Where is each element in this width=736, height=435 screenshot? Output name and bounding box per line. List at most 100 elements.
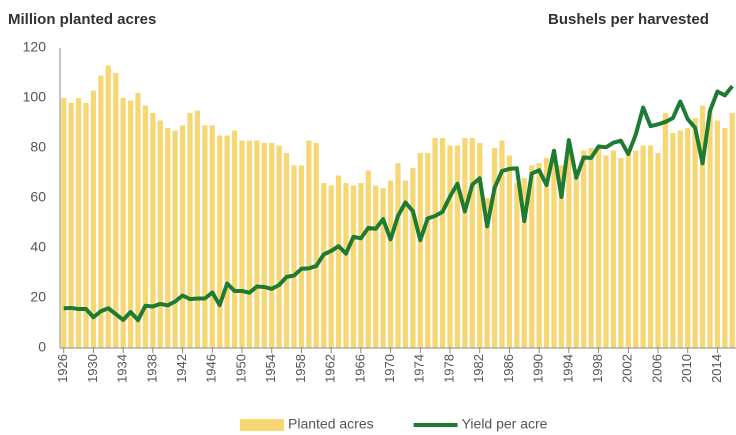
x-tick-label: 2006 [649, 354, 664, 383]
y-tick-label: 0 [38, 339, 46, 355]
x-tick-label: 1986 [501, 354, 516, 383]
bar [157, 120, 163, 348]
bar [298, 165, 305, 348]
bar [402, 180, 409, 348]
bar [699, 105, 706, 348]
bar [722, 128, 728, 348]
chart-title: Million planted acres [8, 11, 156, 28]
bar [246, 140, 253, 348]
bar [283, 153, 290, 348]
bar [454, 145, 461, 348]
bar [692, 118, 698, 348]
bar [506, 155, 513, 348]
bar [425, 153, 431, 348]
y-tick-label: 120 [23, 39, 47, 55]
bar [202, 125, 208, 348]
bar [477, 143, 483, 348]
bar [670, 133, 676, 348]
bar [269, 143, 275, 348]
bar [469, 138, 475, 348]
bar [321, 183, 327, 348]
bar [410, 168, 416, 348]
y-tick-label: 20 [30, 289, 46, 305]
x-tick-label: 1962 [323, 354, 338, 383]
bar [90, 90, 97, 348]
bar [543, 158, 550, 348]
bar [187, 113, 193, 348]
bar [306, 140, 312, 348]
bar [142, 105, 149, 348]
bar [127, 100, 134, 348]
bar [172, 130, 178, 348]
x-tick-label: 1942 [174, 354, 189, 383]
bar [217, 135, 223, 348]
bar [224, 135, 230, 348]
bar [685, 128, 691, 348]
bar [417, 153, 423, 348]
x-tick-label: 1954 [263, 354, 278, 383]
bar [729, 113, 735, 348]
bar [120, 98, 126, 348]
bar [625, 150, 631, 348]
bar [647, 145, 654, 348]
bar [276, 145, 282, 348]
bar [491, 148, 498, 348]
bar [595, 148, 602, 348]
bar [313, 143, 319, 348]
bar [581, 150, 587, 348]
x-tick-label: 1938 [144, 354, 159, 383]
x-tick-label: 2014 [709, 354, 724, 383]
x-tick-label: 1998 [590, 354, 605, 383]
bar [432, 138, 438, 348]
bar [447, 145, 453, 348]
bar [439, 138, 446, 348]
bar [373, 185, 379, 348]
bar [105, 65, 111, 348]
bar [395, 163, 401, 348]
bar [521, 178, 527, 348]
bar [68, 103, 74, 348]
bar [209, 125, 215, 348]
x-tick-label: 1982 [471, 354, 486, 383]
bar [179, 125, 186, 348]
bar [536, 163, 542, 348]
x-tick-label: 1934 [115, 354, 130, 383]
bar [113, 73, 119, 348]
bar [75, 98, 82, 348]
bar [239, 140, 245, 348]
bar [387, 180, 394, 348]
y2-title: Bushels per harvested [548, 11, 709, 28]
bar [588, 148, 594, 348]
y-tick-label: 100 [23, 89, 47, 105]
legend-label: Yield per acre [462, 416, 548, 432]
bar [358, 183, 364, 348]
bar [350, 185, 357, 348]
bar [618, 158, 624, 348]
bar [328, 185, 334, 348]
bar [566, 150, 572, 348]
bar [254, 140, 260, 348]
bar [261, 143, 267, 348]
bar [98, 75, 104, 348]
legend-label: Planted acres [288, 416, 374, 432]
x-tick-label: 1930 [85, 354, 100, 383]
legend-swatch [240, 419, 284, 431]
bar [514, 183, 520, 348]
bar [335, 175, 342, 348]
bar [194, 110, 201, 348]
x-tick-label: 1970 [382, 354, 397, 383]
bar [83, 103, 89, 348]
bar [714, 120, 721, 348]
y-tick-label: 60 [30, 189, 46, 205]
bar [150, 113, 156, 348]
x-tick-label: 1926 [55, 354, 70, 383]
bar [610, 150, 617, 348]
x-tick-label: 1950 [233, 354, 248, 383]
bar [573, 170, 579, 348]
bar [677, 130, 683, 348]
bar [484, 198, 490, 348]
bar [165, 128, 171, 348]
bar [551, 150, 557, 348]
x-tick-label: 1946 [204, 354, 219, 383]
